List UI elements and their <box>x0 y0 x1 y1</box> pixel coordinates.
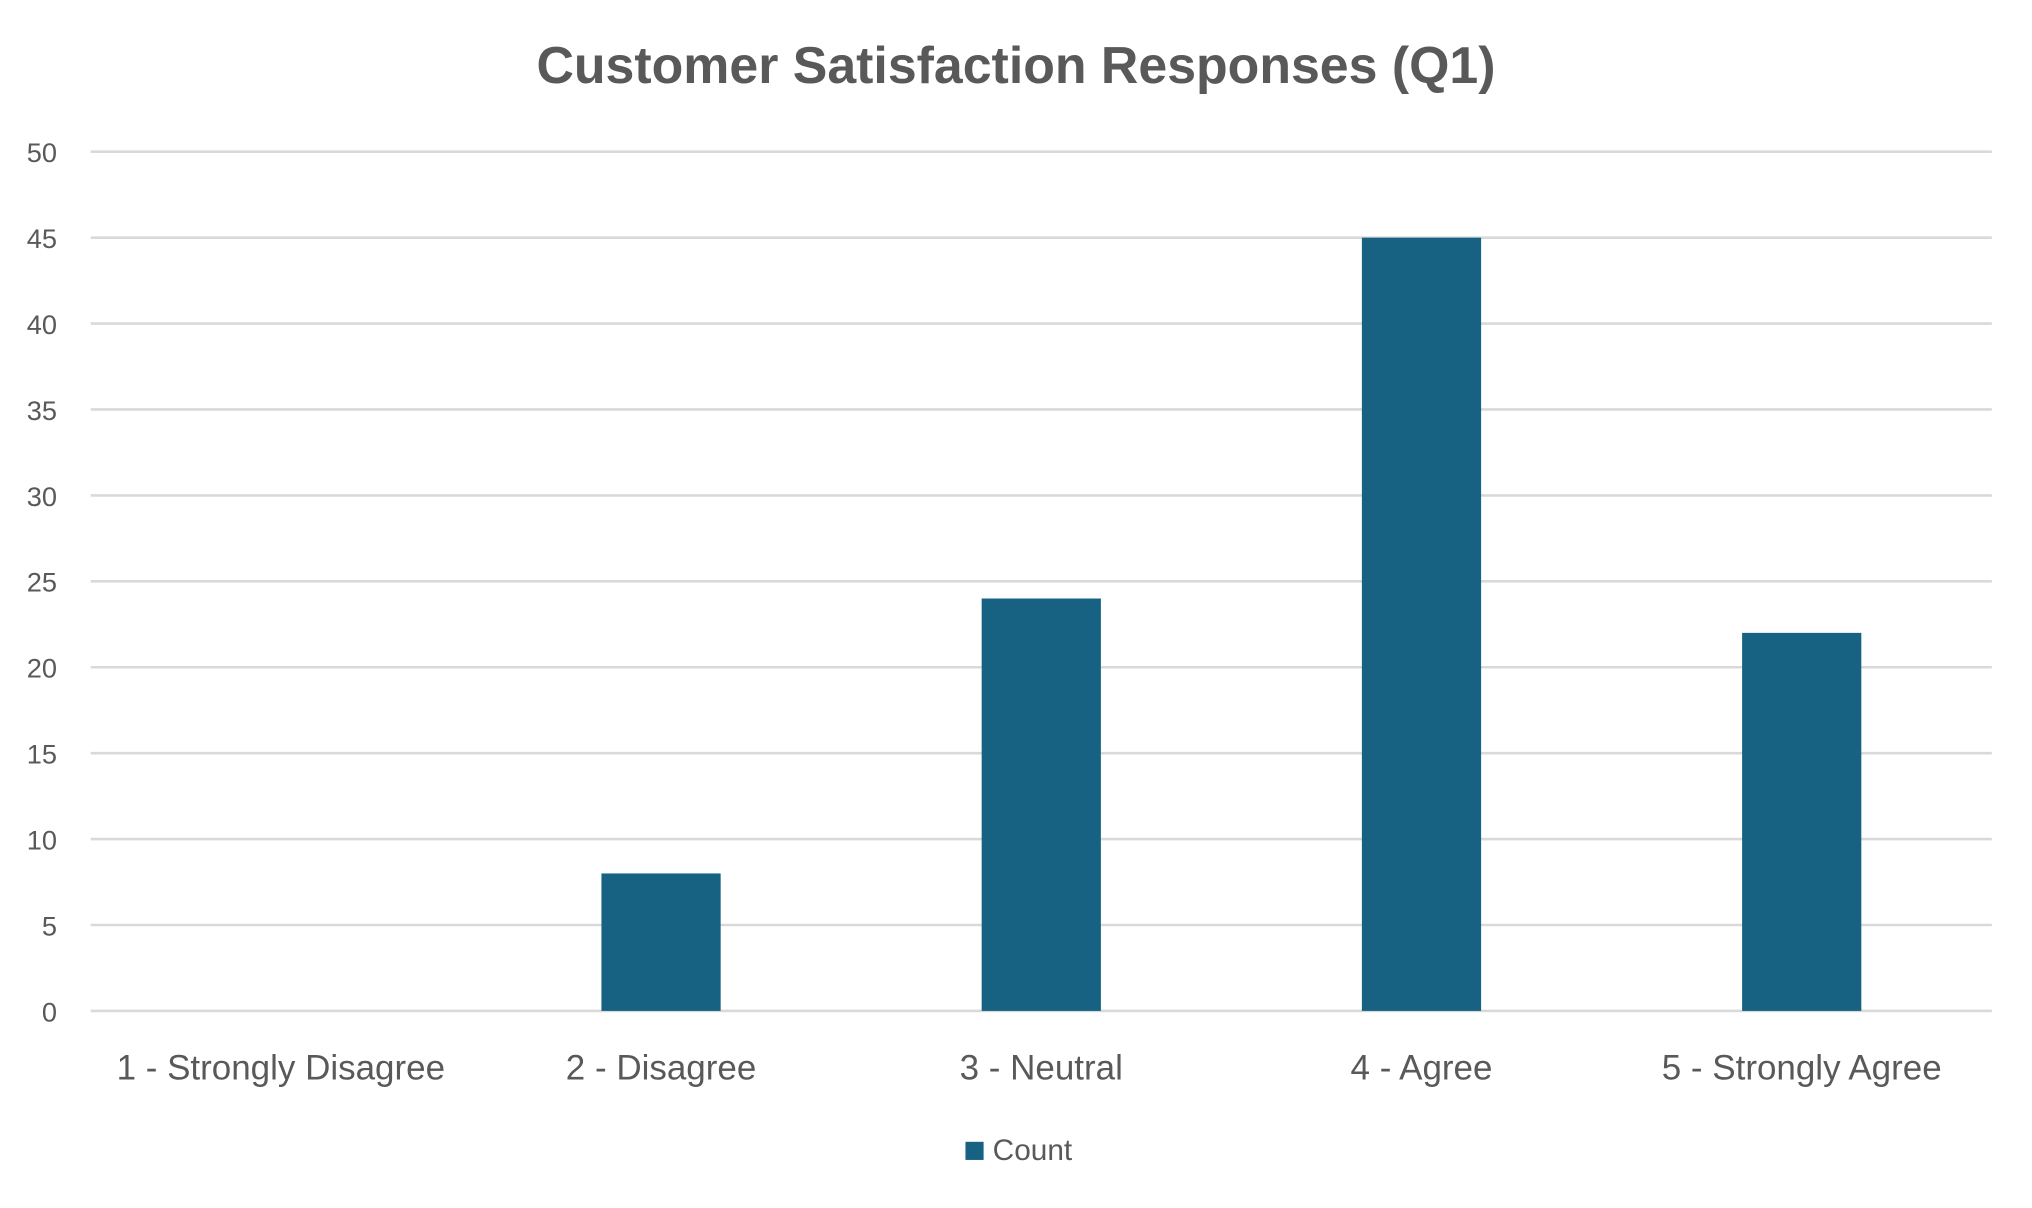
bar <box>1361 237 1482 1011</box>
legend-swatch <box>965 1141 984 1160</box>
y-tick-label: 35 <box>27 395 57 426</box>
y-tick-label: 20 <box>27 653 57 684</box>
x-category-label: 5 - Strongly Agree <box>1662 1049 1942 1088</box>
bar <box>1742 632 1862 1011</box>
y-tick-label: 10 <box>27 824 57 855</box>
y-tick-label: 5 <box>42 910 57 941</box>
y-tick-label: 40 <box>27 309 57 340</box>
bar <box>601 873 721 1011</box>
x-category-label: 1 - Strongly Disagree <box>117 1049 445 1088</box>
legend-label: Count <box>993 1134 1073 1167</box>
legend: Count <box>965 1134 1073 1167</box>
y-tick-label: 0 <box>42 996 57 1027</box>
chart-title: Customer Satisfaction Responses (Q1) <box>536 36 1495 94</box>
x-category-label: 4 - Agree <box>1351 1049 1493 1088</box>
y-tick-label: 25 <box>27 567 57 598</box>
y-tick-label: 30 <box>27 481 57 512</box>
y-tick-label: 15 <box>27 739 57 770</box>
x-category-label: 3 - Neutral <box>960 1049 1123 1088</box>
bar <box>981 598 1101 1011</box>
y-tick-label: 45 <box>27 223 57 254</box>
x-category-label: 2 - Disagree <box>566 1049 756 1088</box>
y-tick-label: 50 <box>27 137 57 168</box>
